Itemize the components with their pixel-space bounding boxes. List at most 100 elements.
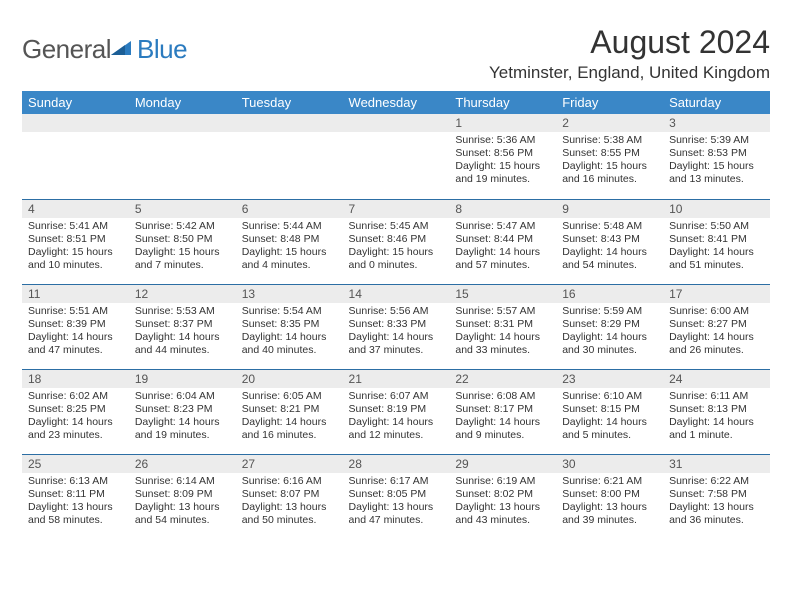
day-details: Sunrise: 6:10 AMSunset: 8:15 PMDaylight:… [556, 388, 663, 446]
calendar-day-cell: 31Sunrise: 6:22 AMSunset: 7:58 PMDayligh… [663, 454, 770, 539]
calendar-day-cell: 12Sunrise: 5:53 AMSunset: 8:37 PMDayligh… [129, 284, 236, 369]
page-title: August 2024 [489, 24, 770, 61]
calendar-day-cell [343, 114, 450, 199]
title-block: August 2024 Yetminster, England, United … [489, 24, 770, 83]
calendar-day-cell: 28Sunrise: 6:17 AMSunset: 8:05 PMDayligh… [343, 454, 450, 539]
logo-text-blue: Blue [137, 34, 187, 65]
day-details: Sunrise: 6:19 AMSunset: 8:02 PMDaylight:… [449, 473, 556, 531]
day-number: 31 [663, 455, 770, 473]
calendar-day-cell: 18Sunrise: 6:02 AMSunset: 8:25 PMDayligh… [22, 369, 129, 454]
day-number: 6 [236, 200, 343, 218]
day-number: 2 [556, 114, 663, 132]
day-number: 1 [449, 114, 556, 132]
day-details: Sunrise: 6:08 AMSunset: 8:17 PMDaylight:… [449, 388, 556, 446]
day-details: Sunrise: 5:36 AMSunset: 8:56 PMDaylight:… [449, 132, 556, 190]
calendar-day-cell: 8Sunrise: 5:47 AMSunset: 8:44 PMDaylight… [449, 199, 556, 284]
logo-mark-icon [111, 37, 135, 62]
calendar-day-cell: 6Sunrise: 5:44 AMSunset: 8:48 PMDaylight… [236, 199, 343, 284]
weekday-header: Monday [129, 91, 236, 114]
day-details: Sunrise: 5:39 AMSunset: 8:53 PMDaylight:… [663, 132, 770, 190]
day-details: Sunrise: 6:14 AMSunset: 8:09 PMDaylight:… [129, 473, 236, 531]
calendar-day-cell: 27Sunrise: 6:16 AMSunset: 8:07 PMDayligh… [236, 454, 343, 539]
calendar-day-cell [129, 114, 236, 199]
day-number: 18 [22, 370, 129, 388]
day-number: 10 [663, 200, 770, 218]
weekday-header: Thursday [449, 91, 556, 114]
day-details: Sunrise: 6:21 AMSunset: 8:00 PMDaylight:… [556, 473, 663, 531]
calendar-day-cell: 7Sunrise: 5:45 AMSunset: 8:46 PMDaylight… [343, 199, 450, 284]
day-details: Sunrise: 6:07 AMSunset: 8:19 PMDaylight:… [343, 388, 450, 446]
calendar-day-cell: 22Sunrise: 6:08 AMSunset: 8:17 PMDayligh… [449, 369, 556, 454]
day-details: Sunrise: 6:05 AMSunset: 8:21 PMDaylight:… [236, 388, 343, 446]
calendar-day-cell: 17Sunrise: 6:00 AMSunset: 8:27 PMDayligh… [663, 284, 770, 369]
day-details: Sunrise: 5:50 AMSunset: 8:41 PMDaylight:… [663, 218, 770, 276]
calendar-day-cell: 21Sunrise: 6:07 AMSunset: 8:19 PMDayligh… [343, 369, 450, 454]
day-number: 17 [663, 285, 770, 303]
day-number: 3 [663, 114, 770, 132]
day-details: Sunrise: 6:00 AMSunset: 8:27 PMDaylight:… [663, 303, 770, 361]
calendar-day-cell: 10Sunrise: 5:50 AMSunset: 8:41 PMDayligh… [663, 199, 770, 284]
calendar-day-cell: 1Sunrise: 5:36 AMSunset: 8:56 PMDaylight… [449, 114, 556, 199]
day-number: 26 [129, 455, 236, 473]
weekday-header: Saturday [663, 91, 770, 114]
calendar-week-row: 1Sunrise: 5:36 AMSunset: 8:56 PMDaylight… [22, 114, 770, 199]
day-number: 9 [556, 200, 663, 218]
day-number: 21 [343, 370, 450, 388]
day-details: Sunrise: 5:45 AMSunset: 8:46 PMDaylight:… [343, 218, 450, 276]
day-details: Sunrise: 5:59 AMSunset: 8:29 PMDaylight:… [556, 303, 663, 361]
calendar-day-cell: 15Sunrise: 5:57 AMSunset: 8:31 PMDayligh… [449, 284, 556, 369]
calendar-day-cell: 16Sunrise: 5:59 AMSunset: 8:29 PMDayligh… [556, 284, 663, 369]
day-number: 15 [449, 285, 556, 303]
day-details: Sunrise: 5:44 AMSunset: 8:48 PMDaylight:… [236, 218, 343, 276]
day-number: 27 [236, 455, 343, 473]
day-number: 4 [22, 200, 129, 218]
weekday-header: Wednesday [343, 91, 450, 114]
weekday-header: Friday [556, 91, 663, 114]
day-number: 29 [449, 455, 556, 473]
day-details: Sunrise: 5:42 AMSunset: 8:50 PMDaylight:… [129, 218, 236, 276]
calendar-header-row: SundayMondayTuesdayWednesdayThursdayFrid… [22, 91, 770, 114]
day-details: Sunrise: 6:11 AMSunset: 8:13 PMDaylight:… [663, 388, 770, 446]
day-details: Sunrise: 5:56 AMSunset: 8:33 PMDaylight:… [343, 303, 450, 361]
day-details: Sunrise: 6:13 AMSunset: 8:11 PMDaylight:… [22, 473, 129, 531]
day-number: 23 [556, 370, 663, 388]
calendar-day-cell: 26Sunrise: 6:14 AMSunset: 8:09 PMDayligh… [129, 454, 236, 539]
page-subtitle: Yetminster, England, United Kingdom [489, 63, 770, 83]
day-number: 14 [343, 285, 450, 303]
calendar-day-cell: 9Sunrise: 5:48 AMSunset: 8:43 PMDaylight… [556, 199, 663, 284]
day-number: 13 [236, 285, 343, 303]
logo-text-general: General [22, 34, 111, 65]
day-details: Sunrise: 5:53 AMSunset: 8:37 PMDaylight:… [129, 303, 236, 361]
calendar-day-cell: 23Sunrise: 6:10 AMSunset: 8:15 PMDayligh… [556, 369, 663, 454]
calendar-week-row: 11Sunrise: 5:51 AMSunset: 8:39 PMDayligh… [22, 284, 770, 369]
day-details: Sunrise: 6:16 AMSunset: 8:07 PMDaylight:… [236, 473, 343, 531]
day-number [129, 114, 236, 132]
day-details: Sunrise: 5:41 AMSunset: 8:51 PMDaylight:… [22, 218, 129, 276]
weekday-header: Sunday [22, 91, 129, 114]
weekday-header: Tuesday [236, 91, 343, 114]
logo: General Blue [22, 34, 187, 65]
day-details: Sunrise: 5:47 AMSunset: 8:44 PMDaylight:… [449, 218, 556, 276]
day-number: 22 [449, 370, 556, 388]
day-number: 20 [236, 370, 343, 388]
day-number: 12 [129, 285, 236, 303]
calendar-day-cell: 4Sunrise: 5:41 AMSunset: 8:51 PMDaylight… [22, 199, 129, 284]
day-details: Sunrise: 6:02 AMSunset: 8:25 PMDaylight:… [22, 388, 129, 446]
day-number: 19 [129, 370, 236, 388]
calendar-day-cell: 3Sunrise: 5:39 AMSunset: 8:53 PMDaylight… [663, 114, 770, 199]
day-details: Sunrise: 5:48 AMSunset: 8:43 PMDaylight:… [556, 218, 663, 276]
calendar-day-cell: 25Sunrise: 6:13 AMSunset: 8:11 PMDayligh… [22, 454, 129, 539]
day-details: Sunrise: 6:22 AMSunset: 7:58 PMDaylight:… [663, 473, 770, 531]
day-number: 16 [556, 285, 663, 303]
day-number: 25 [22, 455, 129, 473]
calendar-table: SundayMondayTuesdayWednesdayThursdayFrid… [22, 91, 770, 539]
day-number [343, 114, 450, 132]
page-header: General Blue August 2024 Yetminster, Eng… [22, 24, 770, 83]
calendar-week-row: 25Sunrise: 6:13 AMSunset: 8:11 PMDayligh… [22, 454, 770, 539]
calendar-day-cell: 19Sunrise: 6:04 AMSunset: 8:23 PMDayligh… [129, 369, 236, 454]
day-number: 24 [663, 370, 770, 388]
calendar-day-cell [236, 114, 343, 199]
calendar-week-row: 4Sunrise: 5:41 AMSunset: 8:51 PMDaylight… [22, 199, 770, 284]
calendar-day-cell: 2Sunrise: 5:38 AMSunset: 8:55 PMDaylight… [556, 114, 663, 199]
day-number: 7 [343, 200, 450, 218]
